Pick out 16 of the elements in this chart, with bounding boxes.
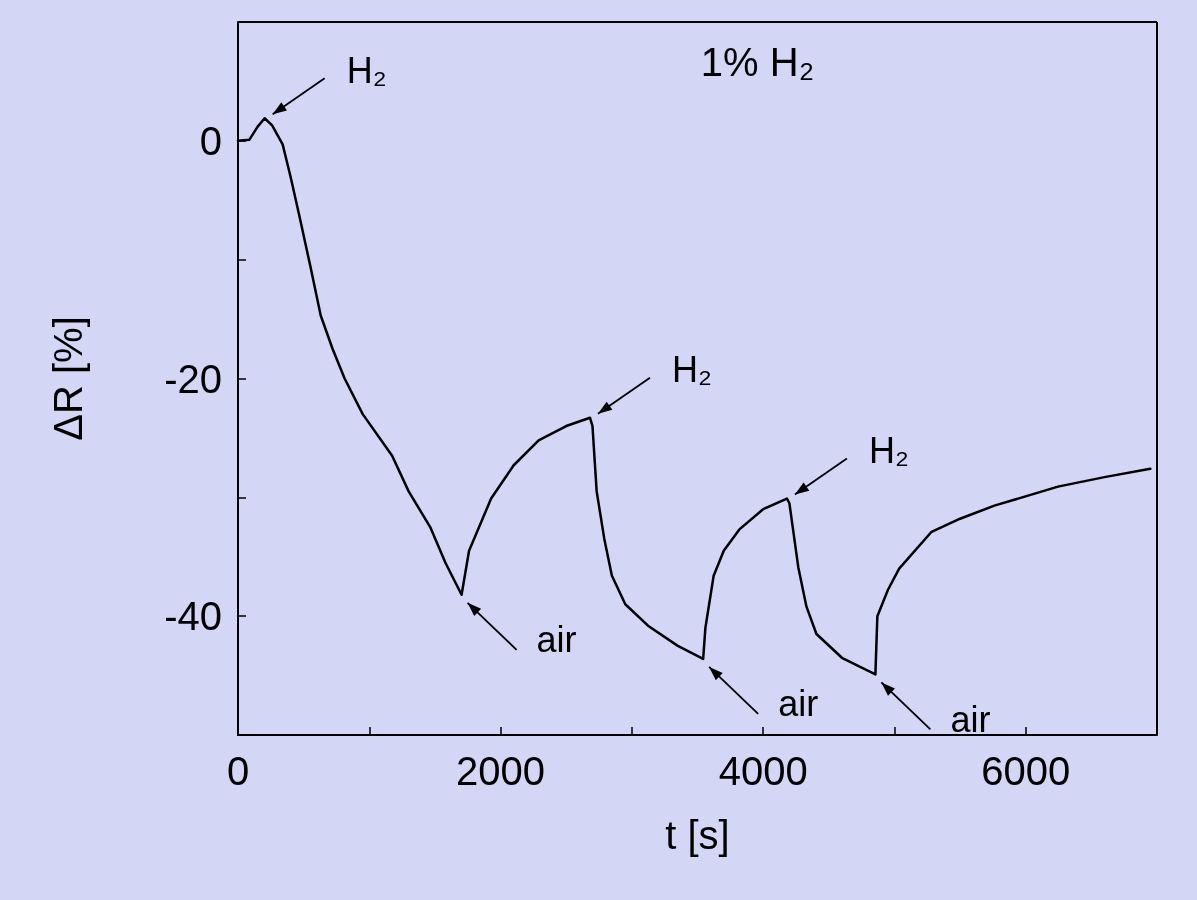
y-tick-label: 0 <box>199 118 222 163</box>
annotation: 1% H₂ <box>700 40 815 84</box>
annotation: air <box>536 619 577 661</box>
x-tick-label: 2000 <box>456 749 546 793</box>
annotation: H₂ <box>671 349 712 391</box>
y-tick-label: -40 <box>164 594 222 639</box>
x-tick-label: 0 <box>226 749 250 793</box>
y-tick-label: -20 <box>164 356 222 401</box>
x-axis-title: t [s] <box>665 813 730 857</box>
y-axis-title: ΔR [%] <box>46 316 90 441</box>
x-tick-label: 4000 <box>718 749 808 793</box>
annotation: air <box>778 683 819 725</box>
annotation: H₂ <box>346 49 387 91</box>
annotation: H₂ <box>868 430 909 472</box>
annotation: air <box>950 698 991 740</box>
x-tick-label: 6000 <box>981 749 1071 793</box>
